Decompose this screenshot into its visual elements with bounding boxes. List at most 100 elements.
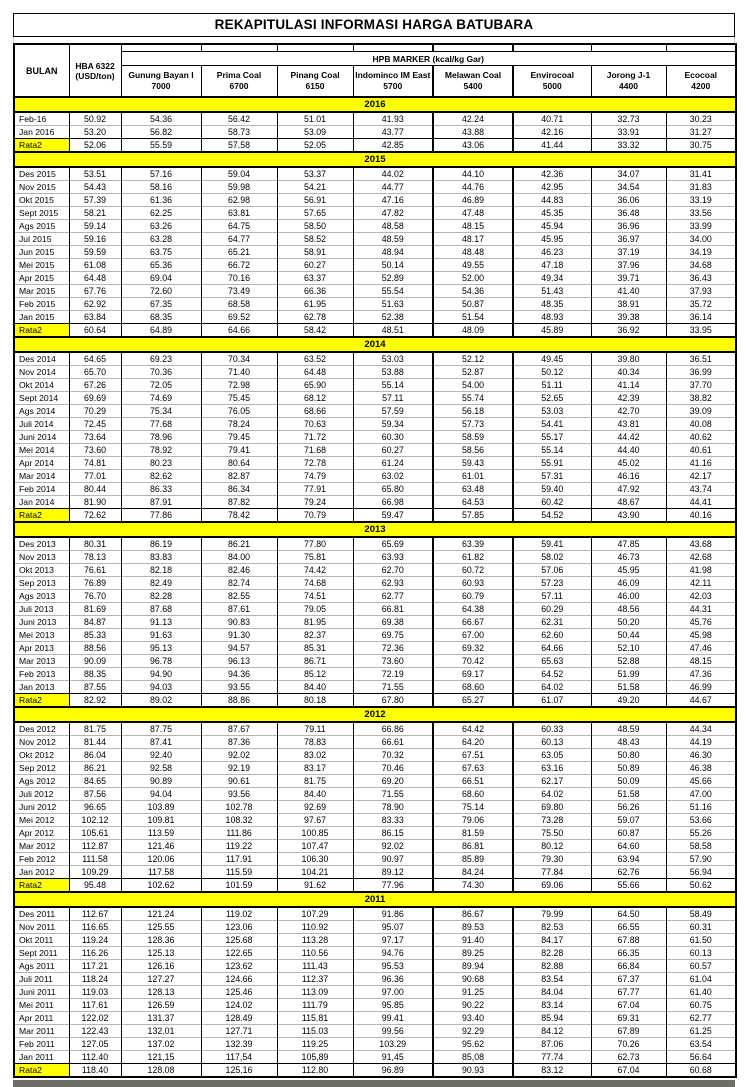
price-cell: 35.72 xyxy=(665,297,736,311)
price-cell: 61.04 xyxy=(665,972,736,986)
month-label: Nov 2011 xyxy=(14,920,69,934)
price-cell: 66.84 xyxy=(590,959,666,973)
price-cell: 56.91 xyxy=(276,193,353,207)
price-cell: 53.03 xyxy=(352,351,433,366)
table-row: Juli 2013 81.69 87.68 87.61 79.05 66.81 64.38 6… xyxy=(14,602,736,616)
table-row: Jan 2012 109.29 117.58 115.59 104.21 89.12 84.… xyxy=(14,865,736,879)
price-cell: 115.03 xyxy=(276,1024,353,1038)
price-cell: 81.69 xyxy=(68,602,121,616)
price-cell: 92.29 xyxy=(432,1024,513,1038)
price-cell: 87.91 xyxy=(120,495,201,509)
price-cell: 71.40 xyxy=(200,365,277,379)
month-label: Nov 2015 xyxy=(14,180,69,194)
price-cell: 55.14 xyxy=(512,443,591,457)
table-row: Feb 2013 88.35 94.90 94.36 85.12 72.19 69.17 64… xyxy=(14,667,736,681)
table-header: BULAN HBA 6322 (USD/ton) HPB MARKER (kca… xyxy=(13,44,736,98)
price-cell: 70.79 xyxy=(276,508,353,522)
table-row: Des 2013 80.31 86.19 86.21 77.80 65.69 63.39 59… xyxy=(14,536,736,551)
price-cell: 57.90 xyxy=(665,852,736,866)
price-cell: 85,08 xyxy=(432,1050,513,1064)
price-cell: 83.33 xyxy=(352,813,433,827)
price-cell: 68.60 xyxy=(432,787,513,801)
month-label: Mei 2012 xyxy=(14,813,69,827)
month-label: Juni 2012 xyxy=(14,800,69,814)
price-cell: 125.13 xyxy=(120,946,201,960)
price-cell: 46.23 xyxy=(512,245,591,259)
price-cell: 60.27 xyxy=(276,258,353,272)
price-cell: 63.52 xyxy=(276,351,353,366)
month-label: Ags 2013 xyxy=(14,589,69,603)
price-cell: 89.53 xyxy=(432,920,513,934)
table-row: Feb 2014 80.44 86.33 86.34 77.91 65.80 63.48 59… xyxy=(14,482,736,496)
price-cell: 102.12 xyxy=(68,813,121,827)
price-cell: 54.52 xyxy=(512,508,591,522)
price-cell: 116.65 xyxy=(68,920,121,934)
price-cell: 85.89 xyxy=(432,852,513,866)
price-cell: 73.28 xyxy=(512,813,591,827)
price-cell: 40.62 xyxy=(665,430,736,444)
price-cell: 59.47 xyxy=(352,508,433,522)
table-row: Jan 2013 87.55 94.03 93.55 84.40 71.55 68.60 64… xyxy=(14,680,736,694)
price-cell: 84.12 xyxy=(512,1024,591,1038)
price-cell: 73.49 xyxy=(200,284,277,298)
price-cell: 57.59 xyxy=(352,404,433,418)
price-cell: 44.10 xyxy=(432,166,513,181)
price-cell: 112.37 xyxy=(276,972,353,986)
price-cell: 39.80 xyxy=(590,351,666,366)
price-cell: 53.88 xyxy=(352,365,433,379)
price-cell: 69.17 xyxy=(432,667,513,681)
price-cell: 86.04 xyxy=(68,748,121,762)
price-cell: 43.88 xyxy=(432,125,513,139)
table-row: Mei 2015 61.08 65.36 66.72 60.27 50.14 49.55 47… xyxy=(14,258,736,272)
price-cell: 49.20 xyxy=(590,693,666,707)
price-cell: 50.44 xyxy=(590,628,666,642)
price-cell: 52.12 xyxy=(432,351,513,366)
price-cell: 90.89 xyxy=(120,774,201,788)
table-row: Feb 2011 127.05 137.02 132.39 119.25 103.29 95… xyxy=(14,1037,736,1051)
table-row: Juni 2014 73.64 78.96 79.45 71.72 60.30 58.59 5… xyxy=(14,430,736,444)
price-cell: 44.34 xyxy=(665,721,736,736)
price-cell: 86.34 xyxy=(200,482,277,496)
price-cell: 45.76 xyxy=(665,615,736,629)
price-cell: 58.52 xyxy=(276,232,353,246)
price-cell: 39.71 xyxy=(590,271,666,285)
price-cell: 84.04 xyxy=(512,985,591,999)
price-cell: 57.31 xyxy=(512,469,591,483)
price-cell: 78.42 xyxy=(200,508,277,522)
price-cell: 62.77 xyxy=(665,1011,736,1025)
price-cell: 42.95 xyxy=(512,180,591,194)
price-cell: 60.42 xyxy=(512,495,591,509)
column-tick xyxy=(512,44,591,52)
price-cell: 30.75 xyxy=(665,138,736,152)
price-cell: 63.37 xyxy=(276,271,353,285)
price-cell: 58.59 xyxy=(432,430,513,444)
price-cell: 66.67 xyxy=(432,615,513,629)
price-cell: 96.78 xyxy=(120,654,201,668)
price-cell: 64.20 xyxy=(432,735,513,749)
table-row: Sept 2014 69.69 74.69 75.45 68.12 57.11 55.74 5… xyxy=(14,391,736,405)
month-label: Apr 2015 xyxy=(14,271,69,285)
price-cell: 112.87 xyxy=(68,839,121,853)
price-cell: 69.20 xyxy=(352,774,433,788)
price-cell: 42.24 xyxy=(432,111,513,126)
price-cell: 58.73 xyxy=(200,125,277,139)
price-cell: 52.65 xyxy=(512,391,591,405)
price-cell: 81.95 xyxy=(276,615,353,629)
price-cell: 65.27 xyxy=(432,693,513,707)
price-cell: 60.57 xyxy=(665,959,736,973)
price-cell: 68.66 xyxy=(276,404,353,418)
average-label: Rata2 xyxy=(14,138,69,152)
price-cell: 63.28 xyxy=(120,232,201,246)
price-cell: 58.49 xyxy=(665,906,736,921)
price-cell: 61.95 xyxy=(276,297,353,311)
price-cell: 74.68 xyxy=(276,576,353,590)
table-row: Sep 2013 76.89 82.49 82.74 74.68 62.93 60.93 57… xyxy=(14,576,736,590)
average-label: Rata2 xyxy=(14,1063,69,1077)
price-cell: 77.91 xyxy=(276,482,353,496)
month-label: Okt 2015 xyxy=(14,193,69,207)
price-cell: 69.38 xyxy=(352,615,433,629)
price-cell: 46.09 xyxy=(590,576,666,590)
price-cell: 48.56 xyxy=(590,602,666,616)
price-cell: 49.45 xyxy=(512,351,591,366)
price-cell: 48.67 xyxy=(590,495,666,509)
